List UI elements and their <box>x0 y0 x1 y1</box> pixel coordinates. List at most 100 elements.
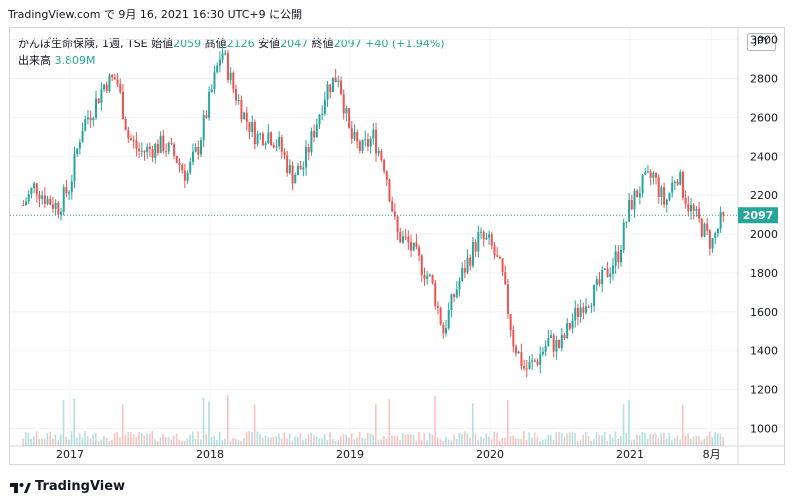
currency-button[interactable]: JPY <box>747 33 776 51</box>
candle-body <box>310 131 313 153</box>
volume-bar <box>681 404 684 446</box>
volume-bar <box>229 440 232 446</box>
volume-bar <box>364 438 366 446</box>
volume-bar <box>665 438 668 446</box>
volume-bar <box>189 434 191 446</box>
x-tick-label: 2018 <box>196 448 224 461</box>
volume-bar <box>35 431 38 446</box>
volume-bar <box>345 434 348 446</box>
volume-bar <box>283 432 286 446</box>
candle-body <box>353 132 356 139</box>
candle-body <box>396 216 399 232</box>
volume-bar <box>135 436 138 446</box>
volume-bar <box>706 435 708 446</box>
candle-body <box>719 211 722 229</box>
candle-body <box>490 234 493 246</box>
candle-body <box>124 118 127 131</box>
candle-body <box>547 337 550 346</box>
candle-body <box>70 181 73 193</box>
volume-bar <box>716 433 719 446</box>
candle-body <box>595 279 598 285</box>
candle-body <box>528 361 531 370</box>
candle-body <box>377 150 380 154</box>
candle-body <box>243 112 246 120</box>
y-tick-label: 1600 <box>750 306 778 319</box>
candle-body <box>132 139 135 141</box>
candle-body <box>68 192 71 194</box>
volume-bar <box>388 399 391 446</box>
volume-legend: 出来高 3.809M <box>18 52 95 68</box>
volume-bar <box>655 433 657 446</box>
candle-body <box>307 147 310 153</box>
candle-body <box>275 146 278 148</box>
volume-bar <box>286 438 288 446</box>
candle-body <box>603 268 606 270</box>
volume-bar <box>113 433 116 446</box>
volume-bar <box>111 439 113 446</box>
volume-bar <box>33 436 35 446</box>
volume-bar <box>162 433 164 446</box>
candle-body <box>434 282 437 306</box>
candle-body <box>318 114 321 125</box>
candle-body <box>590 305 593 307</box>
volume-bar <box>178 439 181 446</box>
candle-body <box>305 147 308 168</box>
volume-bar <box>396 435 399 446</box>
last-price-tag <box>738 207 778 224</box>
candle-body <box>237 99 240 101</box>
volume-bar <box>620 435 622 446</box>
close-label: 終値 <box>311 37 334 50</box>
volume-bar <box>197 431 199 446</box>
candle-body <box>140 150 143 152</box>
candle-body <box>356 132 359 142</box>
candle-body <box>517 351 520 354</box>
candle-body <box>447 309 450 329</box>
volume-bar <box>302 440 304 446</box>
volume-bar <box>342 434 345 446</box>
candle-body <box>283 151 286 156</box>
candle-body <box>660 187 663 198</box>
candle-body <box>372 129 375 139</box>
candle-body <box>272 145 275 148</box>
candle-body <box>445 328 448 334</box>
volume-bar <box>601 435 603 446</box>
volume-bar <box>232 437 234 446</box>
volume-bar <box>240 440 243 446</box>
volume-bar <box>590 440 593 446</box>
volume-bar <box>407 433 409 446</box>
candle-body <box>436 305 439 308</box>
volume-bar <box>78 433 81 446</box>
volume-bar <box>458 433 461 446</box>
volume-bar <box>498 440 501 446</box>
volume-bar <box>51 438 54 446</box>
candle-body <box>431 274 434 283</box>
brand-label: TradingView <box>35 479 126 494</box>
volume-bar <box>708 431 711 446</box>
candle-body <box>119 84 122 92</box>
candle-body <box>248 121 251 133</box>
volume-bar <box>646 438 649 446</box>
publish-info: TradingView.com で 9月 16, 2021 16:30 UTC+… <box>8 8 303 21</box>
candle-body <box>722 211 725 216</box>
volume-bar <box>22 438 24 446</box>
volume-bar <box>205 433 208 446</box>
volume-bar <box>533 432 536 446</box>
candle-body <box>641 174 644 194</box>
candle-body <box>92 117 95 121</box>
volume-bar <box>348 437 350 446</box>
volume-bar <box>261 437 264 446</box>
candle-body <box>700 218 703 237</box>
volume-bar <box>541 439 544 446</box>
volume-bar <box>401 433 404 446</box>
volume-bar <box>89 438 92 446</box>
volume-bar <box>539 440 541 446</box>
candle-body <box>706 223 709 231</box>
candle-body <box>401 236 404 243</box>
volume-bar <box>547 434 549 446</box>
candle-body <box>380 150 383 161</box>
volume-bar <box>383 436 385 446</box>
candle-body <box>229 72 232 80</box>
volume-bar <box>517 438 520 446</box>
candle-body <box>218 59 221 66</box>
candle-body <box>574 308 577 321</box>
